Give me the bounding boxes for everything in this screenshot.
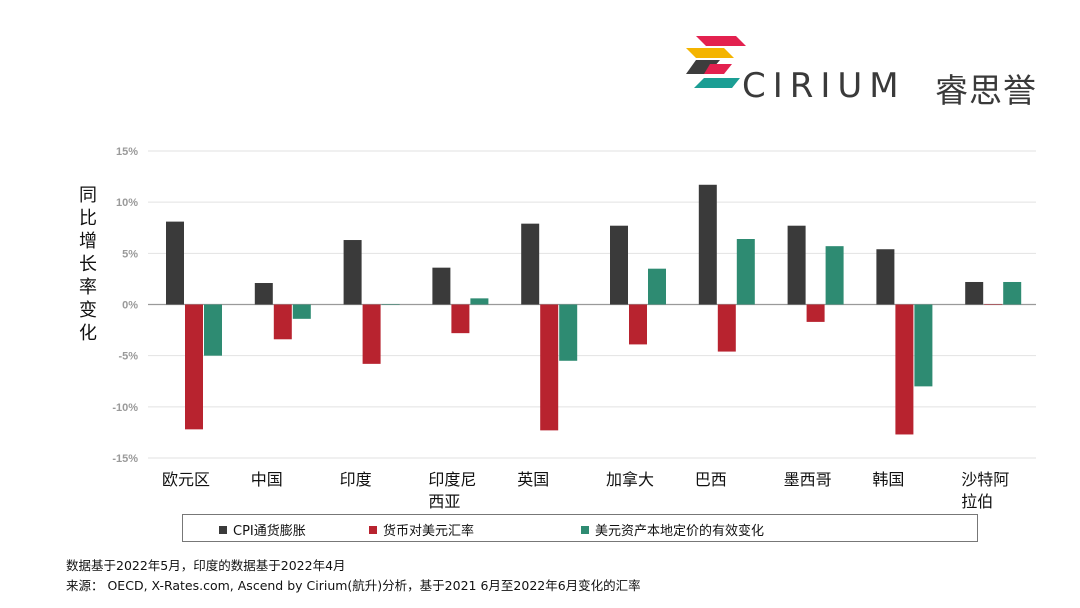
bar-cpi bbox=[254, 283, 273, 305]
x-tick-label: 韩国 bbox=[872, 470, 904, 489]
bar-fx bbox=[895, 304, 914, 435]
y-tick-label: -5% bbox=[118, 351, 138, 363]
x-tick-label: 英国 bbox=[517, 470, 549, 489]
bar-cpi bbox=[166, 221, 184, 305]
bar-effective bbox=[825, 246, 844, 305]
legend-label-cpi: CPI通货膨胀 bbox=[233, 524, 306, 539]
x-tick-label: 加拿大 bbox=[606, 470, 654, 489]
bar-cpi bbox=[876, 249, 895, 305]
legend-label-fx: 货币对美元汇率 bbox=[383, 524, 475, 539]
bar-fx bbox=[185, 304, 203, 430]
legend-swatch-cpi bbox=[219, 526, 227, 534]
x-tick-label: 拉伯 bbox=[961, 492, 993, 511]
bar-effective bbox=[381, 304, 400, 305]
x-tick-label: 墨西哥 bbox=[784, 470, 832, 489]
bar-effective bbox=[914, 304, 933, 387]
bar-fx bbox=[362, 304, 381, 364]
legend-item-effective: 美元资产本地定价的有效变化 bbox=[581, 520, 764, 539]
bar-cpi bbox=[698, 184, 717, 305]
y-tick-label: 15% bbox=[116, 146, 138, 158]
bar-effective bbox=[1003, 281, 1022, 305]
footnote-line-2: 来源： OECD, X-Rates.com, Ascend by Cirium(… bbox=[66, 578, 641, 593]
bar-fx bbox=[806, 304, 825, 322]
bar-cpi bbox=[432, 267, 451, 305]
bar-effective bbox=[736, 239, 755, 305]
x-tick-label: 欧元区 bbox=[162, 470, 210, 489]
y-tick-label: -15% bbox=[112, 453, 138, 465]
bar-fx bbox=[451, 304, 470, 334]
x-tick-label: 中国 bbox=[251, 470, 283, 489]
y-axis-label: 同比增长率变化 bbox=[79, 185, 97, 344]
bar-cpi bbox=[610, 225, 628, 305]
bar-effective bbox=[470, 298, 489, 305]
footnote: 数据基于2022年5月，印度的数据基于2022年4月 来源： OECD, X-R… bbox=[66, 556, 641, 596]
bar-fx bbox=[540, 304, 559, 431]
footnote-line-1: 数据基于2022年5月，印度的数据基于2022年4月 bbox=[66, 558, 346, 573]
bar-cpi bbox=[965, 281, 984, 305]
bar-fx bbox=[717, 304, 736, 352]
y-tick-label: -10% bbox=[112, 402, 138, 414]
x-tick-label: 西亚 bbox=[428, 492, 460, 511]
x-tick-label: 沙特阿 bbox=[961, 470, 1009, 489]
bar-effective bbox=[204, 304, 222, 356]
legend-swatch-fx bbox=[369, 526, 377, 534]
brand-name: CIRIUM bbox=[742, 66, 906, 106]
brand-name-cn: 睿思誉 bbox=[935, 71, 1037, 110]
x-tick-label: 印度 bbox=[340, 470, 372, 489]
bar-fx bbox=[273, 304, 292, 340]
chart-legend: CPI通货膨胀 货币对美元汇率 美元资产本地定价的有效变化 bbox=[182, 514, 978, 542]
x-tick-label: 巴西 bbox=[695, 470, 727, 489]
bar-effective bbox=[559, 304, 578, 361]
bar-cpi bbox=[787, 225, 806, 305]
bar-effective bbox=[648, 268, 666, 305]
bar-effective bbox=[292, 304, 311, 319]
bar-cpi bbox=[343, 240, 362, 305]
legend-swatch-effective bbox=[581, 526, 589, 534]
x-tick-label: 印度尼 bbox=[428, 470, 476, 489]
y-tick-label: 5% bbox=[122, 248, 138, 260]
bar-fx bbox=[629, 304, 647, 345]
legend-item-cpi: CPI通货膨胀 bbox=[219, 520, 306, 539]
y-tick-label: 0% bbox=[122, 300, 138, 312]
y-tick-label: 10% bbox=[116, 197, 138, 209]
bar-cpi bbox=[521, 223, 540, 305]
legend-label-effective: 美元资产本地定价的有效变化 bbox=[595, 524, 765, 539]
legend-item-fx: 货币对美元汇率 bbox=[369, 520, 474, 539]
bar-fx bbox=[984, 304, 1003, 305]
cirium-logo-icon bbox=[686, 36, 746, 88]
